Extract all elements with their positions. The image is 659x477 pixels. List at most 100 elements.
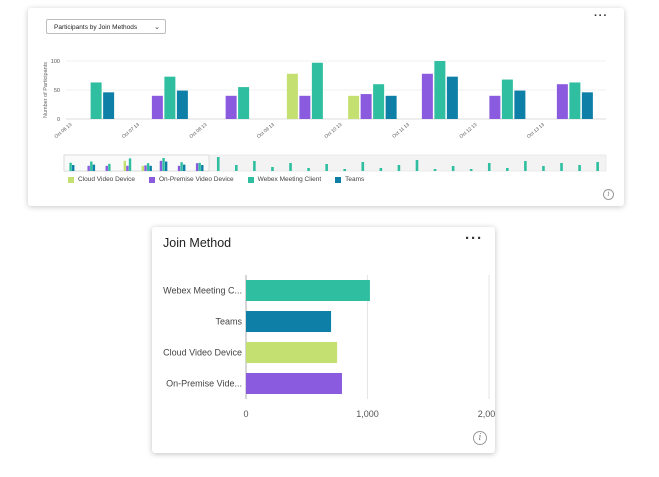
overview-bar (397, 165, 401, 171)
bar (246, 280, 370, 301)
category-label: Cloud Video Device (163, 348, 242, 358)
chart-type-dropdown[interactable]: Participants by Join Methods ⌄ (46, 19, 166, 34)
dropdown-selected-label: Participants by Join Methods (54, 24, 138, 31)
x-tick-label: 2,000 (478, 409, 495, 419)
chart-legend: Cloud Video Device On-Premise Video Devic… (68, 176, 378, 183)
bar-teams (176, 90, 188, 119)
join-method-card: Join Method ··· 0 1,000 2,000 Webex Meeting… (152, 227, 495, 453)
overview-bar (92, 164, 96, 171)
bar-webex-meeting-client (164, 76, 176, 119)
overview-bar (159, 160, 163, 171)
overview-bar (379, 168, 383, 171)
x-tick-label: 0 (243, 409, 248, 419)
overview-bar (469, 169, 473, 171)
overview-bar (253, 161, 256, 171)
overview-bar (235, 165, 238, 171)
overview-bar (128, 158, 132, 171)
overview-bar (201, 165, 204, 171)
overview-bar (105, 165, 108, 171)
category-label: On-Premise Vide... (166, 379, 242, 389)
x-tick-label: 1,000 (356, 409, 379, 419)
overview-bar (72, 165, 75, 171)
overview-bar (108, 163, 111, 171)
bar-cloud-video-device (286, 73, 298, 119)
bar-on-premise-video-device (556, 84, 568, 119)
bar-teams (103, 92, 115, 119)
y-tick-label: 0 (57, 117, 60, 123)
overview-bar (87, 165, 90, 171)
overview-bar (198, 162, 201, 171)
legend-item[interactable]: On-Premise Video Device (148, 176, 234, 183)
overview-bar (451, 166, 455, 171)
overview-bar (69, 162, 72, 171)
card-title: Join Method (163, 236, 232, 250)
bar-teams (581, 92, 593, 119)
bar-webex-meeting-client (90, 82, 102, 119)
overview-bar (90, 161, 93, 171)
legend-item[interactable]: Teams (335, 176, 364, 183)
overview-bar (343, 169, 347, 171)
bar-teams (385, 95, 397, 119)
overview-bar (126, 165, 129, 171)
x-tick-label: Oct 09 13 (256, 122, 276, 140)
more-options-icon[interactable]: ··· (465, 230, 483, 247)
more-options-icon[interactable]: ··· (594, 10, 608, 22)
category-label: Webex Meeting C... (163, 286, 242, 296)
overview-bar (361, 162, 365, 171)
legend-item[interactable]: Cloud Video Device (68, 176, 135, 183)
overview-bar (307, 168, 310, 171)
participants-chart-card: Participants by Join Methods ⌄ ··· 0 50 10… (28, 8, 624, 206)
overview-bar (180, 162, 183, 171)
overview-bar (162, 158, 165, 171)
overview-bar (578, 165, 581, 171)
category-label: Teams (215, 317, 242, 327)
bar-webex-meeting-client (569, 82, 581, 119)
overview-bar (141, 165, 145, 171)
chevron-down-icon: ⌄ (154, 24, 160, 31)
bar-teams (514, 90, 526, 119)
legend-swatch (148, 176, 155, 183)
bar-webex-meeting-client (238, 87, 250, 119)
x-tick-label: Oct 11 13 (391, 122, 411, 140)
overview-bar (123, 160, 127, 171)
bar-on-premise-video-device (421, 73, 433, 119)
overview-selection (63, 154, 210, 172)
legend-item[interactable]: Webex Meeting Client (247, 176, 321, 183)
overview-bar (146, 163, 150, 171)
overview-bar (415, 160, 419, 171)
join-method-bar-chart: 0 1,000 2,000 Webex Meeting C... Teams Cloud … (163, 275, 495, 419)
info-icon[interactable]: i (473, 431, 487, 445)
x-tick-label: Oct 07 13 (121, 122, 141, 140)
bar (246, 311, 332, 332)
x-tick-label: Oct 10 13 (323, 122, 343, 140)
bar-webex-meeting-client (311, 62, 323, 119)
overview-bar (596, 162, 599, 171)
bar (246, 342, 338, 363)
overview-bar (164, 161, 168, 171)
overview-bar (560, 163, 563, 171)
legend-swatch (335, 176, 342, 183)
overview-bar (183, 164, 186, 171)
overview-bar (271, 167, 274, 171)
overview-bar (289, 163, 292, 171)
bar-on-premise-video-device (489, 95, 501, 119)
bar (246, 373, 342, 394)
bar-on-premise-video-device (299, 95, 311, 119)
overview-bar (149, 165, 152, 171)
overview-bar (542, 166, 545, 171)
bar-webex-meeting-client (501, 79, 513, 119)
overview-bar (433, 169, 437, 171)
bar-on-premise-video-device (360, 94, 372, 119)
overview-bar (195, 163, 199, 171)
overview-bar (325, 164, 328, 171)
legend-label: Teams (345, 176, 365, 183)
y-axis-label: Number of Participants (43, 62, 49, 118)
overview-bar (177, 165, 181, 171)
x-tick-label: Oct 12 13 (458, 122, 478, 140)
bar-on-premise-video-device (225, 95, 237, 119)
legend-swatch (68, 176, 74, 183)
legend-label: Cloud Video Device (78, 176, 135, 183)
info-icon[interactable]: i (603, 189, 614, 200)
x-tick-label: Oct 06 13 (53, 122, 73, 140)
